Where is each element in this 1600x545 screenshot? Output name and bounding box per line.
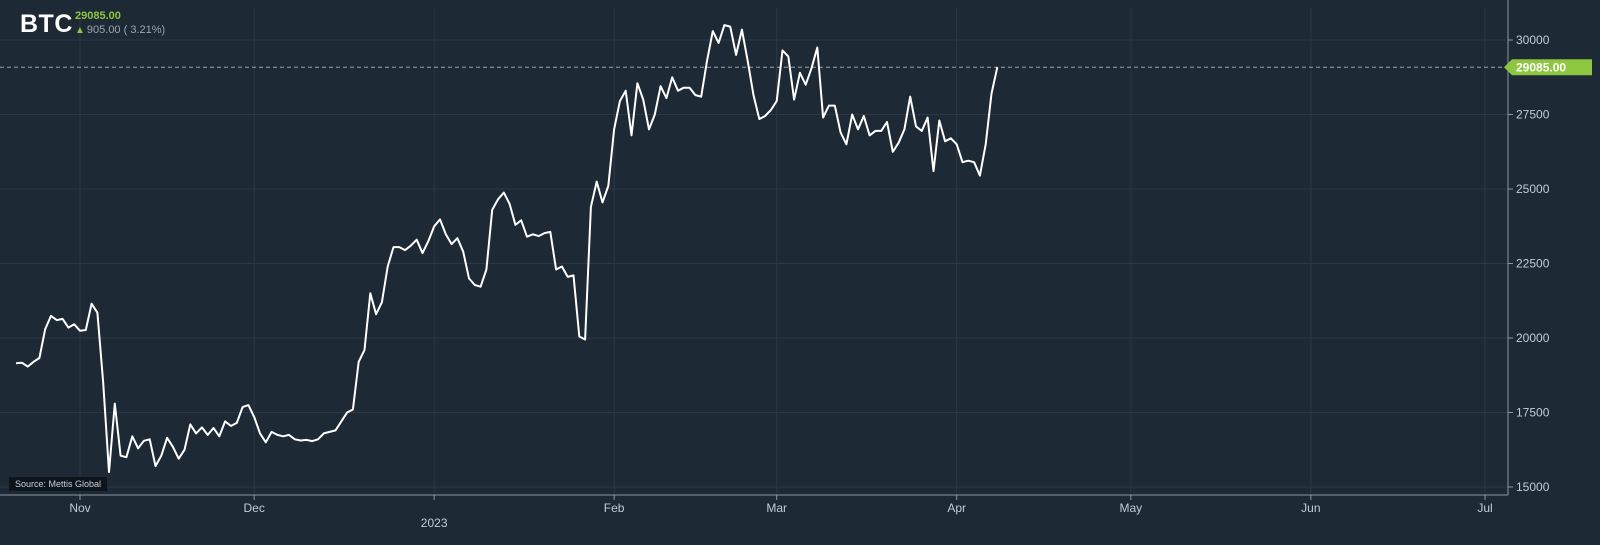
price-change: ▲ 905.00 ( 3.21%) [75, 24, 165, 36]
change-percent: ( 3.21%) [123, 24, 166, 36]
x-tick-label: Apr [947, 501, 966, 515]
x-tick-label: Nov [69, 501, 90, 515]
y-tick-label: 17500 [1516, 406, 1550, 420]
source-label: Source: Mettis Global [9, 477, 108, 491]
y-tick-label: 27500 [1516, 108, 1550, 122]
y-tick-label: 22500 [1516, 257, 1550, 271]
up-arrow-icon: ▲ [75, 25, 85, 36]
price-series-line [15, 24, 999, 474]
x-tick-label: 2023 [421, 516, 448, 530]
last-price-tag [1504, 59, 1592, 76]
x-tick-label: Mar [766, 501, 787, 515]
y-tick-label: 30000 [1516, 33, 1550, 47]
x-tick-label: Jun [1301, 501, 1320, 515]
last-price: 29085.00 [75, 10, 121, 22]
last-price-tag-label: 29085.00 [1516, 60, 1566, 74]
x-tick-label: Dec [244, 501, 265, 515]
y-tick-label: 15000 [1516, 480, 1550, 494]
x-tick-label: Jul [1477, 501, 1492, 515]
y-tick-label: 20000 [1516, 331, 1550, 345]
ticker-symbol: BTC [20, 10, 73, 38]
x-tick-label: Feb [604, 501, 625, 515]
change-value: 905.00 [86, 24, 121, 36]
y-tick-label: 25000 [1516, 182, 1550, 196]
x-tick-label: May [1120, 501, 1143, 515]
